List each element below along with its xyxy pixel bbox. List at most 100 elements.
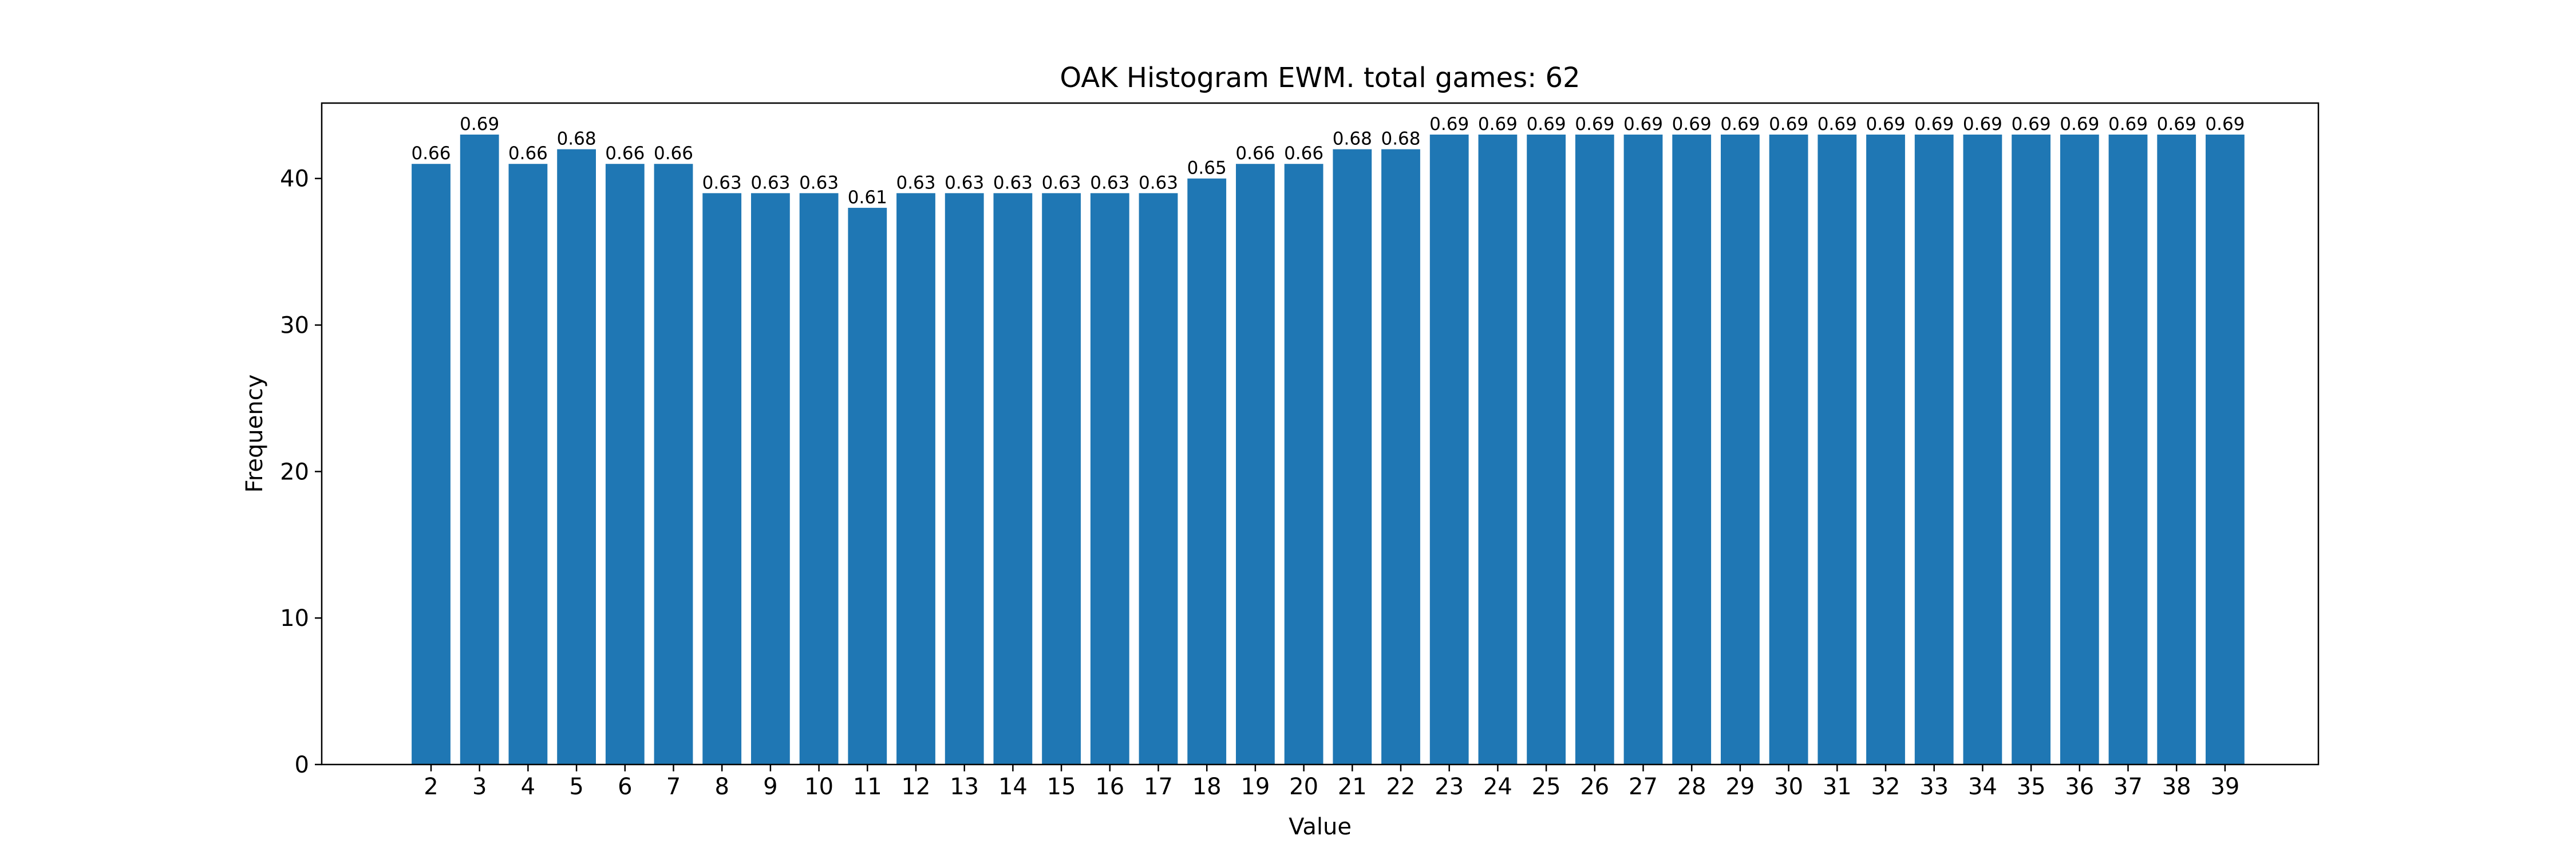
bar-38 — [2157, 135, 2196, 765]
bar-2 — [412, 164, 451, 765]
bar-12 — [896, 193, 935, 765]
bar-value-label-2: 0.66 — [411, 143, 451, 164]
bar-value-label-24: 0.69 — [1478, 114, 1518, 135]
bar-value-label-17: 0.63 — [1139, 172, 1178, 193]
bar-19 — [1236, 164, 1275, 765]
bar-9 — [751, 193, 790, 765]
bar-value-label-31: 0.69 — [1818, 114, 1857, 135]
bar-value-label-28: 0.69 — [1672, 114, 1712, 135]
bar-37 — [2108, 135, 2148, 765]
bar-value-label-36: 0.69 — [2060, 114, 2099, 135]
x-tick-label-2: 2 — [424, 774, 438, 800]
bar-14 — [993, 193, 1033, 765]
y-tick-label-40: 40 — [280, 166, 309, 192]
bar-value-label-13: 0.63 — [945, 172, 984, 193]
bar-26 — [1575, 135, 1614, 765]
bar-value-label-23: 0.69 — [1429, 114, 1469, 135]
x-tick-label-16: 16 — [1095, 774, 1124, 800]
x-tick-label-13: 13 — [950, 774, 979, 800]
bar-6 — [605, 164, 645, 765]
x-tick-label-14: 14 — [998, 774, 1028, 800]
bar-value-label-25: 0.69 — [1527, 114, 1566, 135]
y-axis-label: Frequency — [242, 375, 268, 493]
bar-value-label-26: 0.69 — [1575, 114, 1614, 135]
bar-value-label-35: 0.69 — [2012, 114, 2051, 135]
bar-5 — [557, 149, 596, 765]
chart-title: OAK Histogram EWM. total games: 62 — [1060, 62, 1580, 94]
bar-3 — [460, 135, 499, 765]
y-axis: 0 10 20 30 40 — [280, 166, 322, 778]
bar-36 — [2060, 135, 2099, 765]
bar-34 — [1963, 135, 2002, 765]
bar-value-label-18: 0.65 — [1187, 158, 1227, 179]
x-tick-label-29: 29 — [1725, 774, 1755, 800]
x-tick-label-15: 15 — [1047, 774, 1076, 800]
x-tick-label-10: 10 — [804, 774, 833, 800]
x-axis-label: Value — [1289, 814, 1352, 840]
bar-value-label-38: 0.69 — [2157, 114, 2196, 135]
bar-value-label-9: 0.63 — [750, 172, 790, 193]
bar-value-label-12: 0.63 — [896, 172, 935, 193]
bar-value-label-19: 0.66 — [1235, 143, 1275, 164]
bar-20 — [1284, 164, 1323, 765]
bar-18 — [1187, 178, 1227, 765]
bar-30 — [1769, 135, 1808, 765]
x-tick-label-25: 25 — [1532, 774, 1561, 800]
bar-value-label-30: 0.69 — [1769, 114, 1808, 135]
bar-value-label-14: 0.63 — [993, 172, 1033, 193]
bar-value-label-10: 0.63 — [799, 172, 839, 193]
bar-39 — [2206, 135, 2245, 765]
bar-27 — [1623, 135, 1663, 765]
x-tick-label-6: 6 — [618, 774, 632, 800]
bar-value-label-15: 0.63 — [1042, 172, 1081, 193]
x-tick-label-8: 8 — [714, 774, 729, 800]
bar-8 — [702, 193, 742, 765]
bar-value-label-5: 0.68 — [557, 129, 596, 149]
x-tick-label-5: 5 — [569, 774, 583, 800]
bar-value-label-16: 0.63 — [1090, 172, 1129, 193]
x-tick-label-30: 30 — [1774, 774, 1803, 800]
bar-value-label-4: 0.66 — [508, 143, 548, 164]
bar-labels-group: 0.66 0.69 0.66 0.68 0.66 0.66 0.63 0.63 0.63 0.61… — [411, 114, 2245, 208]
x-tick-label-20: 20 — [1289, 774, 1318, 800]
bar-31 — [1818, 135, 1857, 765]
x-tick-label-38: 38 — [2162, 774, 2191, 800]
bar-29 — [1721, 135, 1760, 765]
x-tick-label-23: 23 — [1435, 774, 1464, 800]
x-tick-label-21: 21 — [1338, 774, 1367, 800]
x-tick-label-36: 36 — [2065, 774, 2094, 800]
bar-24 — [1478, 135, 1518, 765]
plot-frame — [321, 102, 2320, 766]
bar-11 — [848, 207, 887, 765]
bar-value-label-6: 0.66 — [605, 143, 645, 164]
x-tick-label-34: 34 — [1968, 774, 1997, 800]
x-tick-label-11: 11 — [853, 774, 882, 800]
y-tick-label-0: 0 — [295, 752, 309, 778]
bar-10 — [799, 193, 839, 765]
x-tick-label-3: 3 — [472, 774, 487, 800]
bar-value-label-33: 0.69 — [1914, 114, 1954, 135]
bar-22 — [1381, 149, 1420, 765]
x-tick-label-7: 7 — [666, 774, 681, 800]
x-tick-label-37: 37 — [2113, 774, 2143, 800]
bar-value-label-27: 0.69 — [1623, 114, 1663, 135]
bar-13 — [945, 193, 984, 765]
bar-value-label-29: 0.69 — [1720, 114, 1760, 135]
bar-value-label-21: 0.68 — [1333, 129, 1372, 149]
bar-23 — [1429, 135, 1469, 765]
bar-value-label-39: 0.69 — [2205, 114, 2245, 135]
bar-value-label-8: 0.63 — [702, 172, 742, 193]
bar-value-label-7: 0.66 — [654, 143, 693, 164]
bar-21 — [1333, 149, 1372, 765]
x-tick-label-24: 24 — [1483, 774, 1512, 800]
x-tick-label-26: 26 — [1580, 774, 1609, 800]
x-tick-label-27: 27 — [1629, 774, 1658, 800]
bar-value-label-22: 0.68 — [1381, 129, 1420, 149]
bar-28 — [1672, 135, 1712, 765]
y-tick-label-30: 30 — [280, 313, 309, 339]
bar-35 — [2012, 135, 2050, 765]
bar-17 — [1139, 193, 1178, 765]
x-tick-label-35: 35 — [2017, 774, 2046, 800]
bar-4 — [508, 164, 548, 765]
